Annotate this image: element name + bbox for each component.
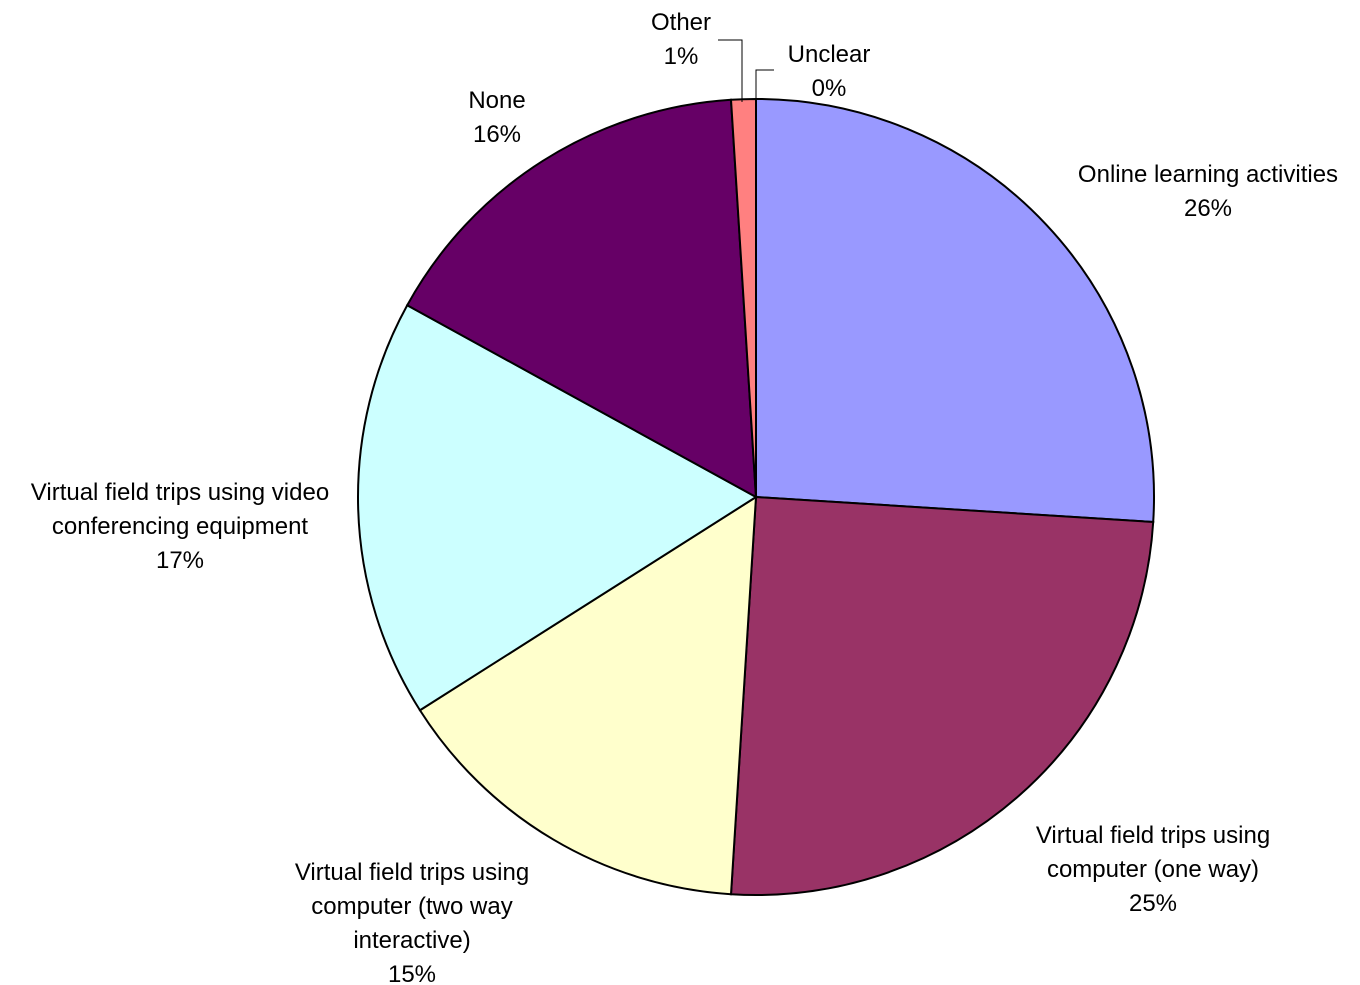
slice-label-virtual-field-trips-using-video-conferencing-equipment: Virtual field trips using video conferenc… [31,479,329,574]
label-leader-lines [718,39,774,102]
pie-slice-virtual-field-trips-using-computer-two-way-interactive [418,495,758,896]
slice-label-virtual-field-trips-using-computer-one-way: Virtual field trips using computer (one w… [1036,822,1270,917]
slice-label-virtual-field-trips-using-computer-two-way-interactive: Virtual field trips using computer (two w… [295,859,529,985]
pie-slice-virtual-field-trips-using-video-conferencing-equipment [357,303,758,712]
leader-line-unclear [755,69,774,102]
pie-slices [357,97,1155,896]
pie-slice-online-learning-activities [755,97,1155,524]
slice-labels: Online learning activities 26% Virtual fie… [31,9,1338,985]
leader-line-other [718,39,743,102]
slice-label-none: None 16% [468,87,525,148]
pie-slice-virtual-field-trips-using-computer-one-way [729,495,1155,896]
slice-label-online-learning-activities: Online learning activities 26% [1078,161,1338,222]
pie-slice-none [405,98,758,499]
slice-label-other: Other 1% [651,9,711,70]
slice-label-unclear: Unclear 0% [788,41,871,102]
